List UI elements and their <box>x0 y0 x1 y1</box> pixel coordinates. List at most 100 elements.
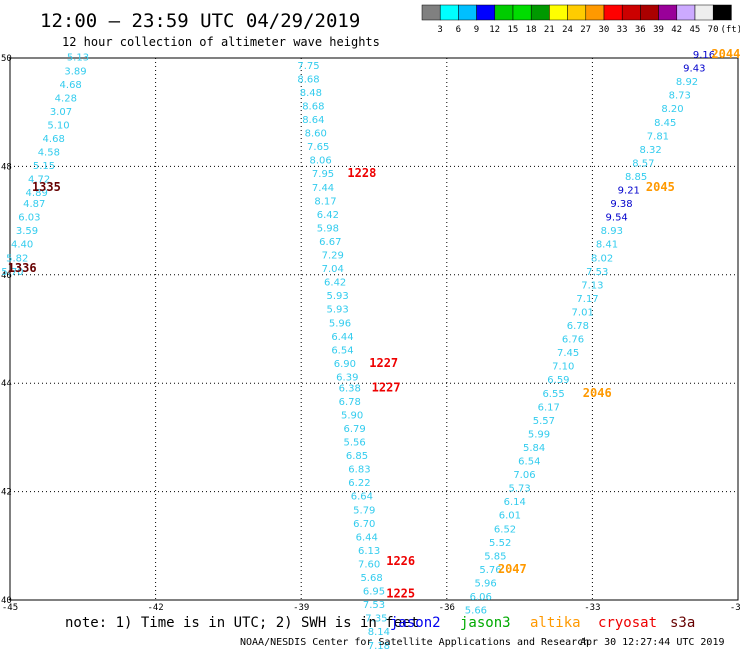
wave-height-value: 6.54 <box>331 345 353 356</box>
wave-height-value: 7.06 <box>513 470 535 481</box>
wave-height-value: 5.85 <box>484 551 506 562</box>
wave-height-value: 8.57 <box>632 158 654 169</box>
scale-label: 30 <box>598 25 609 35</box>
scale-swatch <box>621 4 641 21</box>
wave-height-value: 6.42 <box>324 278 346 289</box>
satellite-legend-item: jason2 <box>390 615 441 631</box>
lat-tick-label: 44 <box>1 379 12 389</box>
wave-height-value: 6.01 <box>499 511 521 522</box>
lon-tick-label: -45 <box>2 603 18 613</box>
wave-height-value: 4.68 <box>43 134 65 145</box>
wave-height-value: 8.02 <box>591 253 613 264</box>
wave-height-value: 9.38 <box>610 199 632 210</box>
wave-height-value: 7.45 <box>557 348 579 359</box>
lat-tick-label: 48 <box>1 162 12 172</box>
satellite-legend-item: jason3 <box>460 615 511 631</box>
lon-tick-label: -30 <box>730 603 740 613</box>
wave-height-value: 6.39 <box>336 372 358 383</box>
map-border <box>9 57 739 601</box>
scale-label: 70 <box>708 25 719 35</box>
wave-height-value: 6.79 <box>343 424 365 435</box>
wave-height-value: 5.15 <box>33 161 55 172</box>
wave-height-value: 6.14 <box>504 497 526 508</box>
wave-height-value: 6.78 <box>339 397 361 408</box>
wave-height-value: 6.42 <box>317 210 339 221</box>
wave-height-value: 5.84 <box>523 443 545 454</box>
scale-swatch <box>694 4 714 21</box>
wave-height-value: 8.14 <box>368 627 390 638</box>
wave-height-value: 4.87 <box>23 199 45 210</box>
wave-height-value: 5.57 <box>533 416 555 427</box>
wave-height-value: 5.93 <box>326 291 348 302</box>
wave-height-value: 7.75 <box>297 61 319 72</box>
page-subtitle: 12 hour collection of altimeter wave hei… <box>62 35 380 49</box>
wave-height-value: 6.85 <box>346 451 368 462</box>
scale-label: 42 <box>671 25 682 35</box>
scale-label: 45 <box>689 25 700 35</box>
pass-label: 1227 <box>372 380 401 394</box>
wave-height-value: 6.52 <box>494 524 516 535</box>
scale-swatch <box>712 4 732 21</box>
footer-credit: NOAA/NESDIS Center for Satellite Applica… <box>240 637 589 648</box>
wave-height-value: 6.78 <box>567 321 589 332</box>
wave-height-value: 5.76 <box>479 565 501 576</box>
wave-height-value: 3.89 <box>64 66 86 77</box>
wave-height-value: 8.41 <box>596 240 618 251</box>
wave-height-value: 8.68 <box>297 74 319 85</box>
scale-label: 3 <box>437 25 442 35</box>
wave-height-value: 5.56 <box>343 438 365 449</box>
wave-height-value: 8.20 <box>661 104 683 115</box>
pass-labels: 1335 1336 1228 1227 1227 1226 1225 2044 2045 2046… <box>8 47 740 600</box>
wave-height-value: 4.89 <box>26 188 48 199</box>
wave-height-value: 6.59 <box>547 375 569 386</box>
wave-height-value: 8.32 <box>640 145 662 156</box>
lat-tick-label: 42 <box>1 488 12 498</box>
wave-height-value: 7.60 <box>358 559 380 570</box>
pass-label: 2046 <box>583 386 612 400</box>
wave-height-value: 4.68 <box>60 80 82 91</box>
scale-label: 15 <box>507 25 518 35</box>
wave-height-value: 4.58 <box>38 148 60 159</box>
scale-label: 33 <box>617 25 628 35</box>
wave-height-value: 4.28 <box>55 93 77 104</box>
wave-height-value: 5.52 <box>489 538 511 549</box>
scale-label: 24 <box>562 25 573 35</box>
lon-tick-label: -36 <box>439 603 455 613</box>
scale-swatch <box>567 4 587 21</box>
wave-height-value: 6.64 <box>351 492 373 503</box>
pass-label: 1228 <box>347 166 376 180</box>
lon-tick-label: -33 <box>584 603 600 613</box>
pass-label: 2044 <box>711 47 740 61</box>
wave-height-value: 7.65 <box>307 142 329 153</box>
color-scale-legend: 3 6 9 12 15 18 21 24 27 30 33 36 39 42 45 70 (ft) <box>421 4 740 35</box>
wave-height-value: 8.93 <box>601 226 623 237</box>
footer-timestamp: Apr 30 12:27:44 UTC 2019 <box>580 637 725 648</box>
wave-height-value: 6.54 <box>518 457 540 468</box>
satellite-legend-item: altika <box>530 615 581 631</box>
wave-height-value: 5.73 <box>508 484 530 495</box>
wave-height-value: 6.44 <box>331 332 353 343</box>
wave-height-value: 6.22 <box>348 478 370 489</box>
satellite-legend-item: s3a <box>670 615 695 631</box>
wave-height-value: 4.40 <box>11 240 33 251</box>
wave-height-value: 5.70 <box>1 267 23 278</box>
wave-height-value: 7.17 <box>576 294 598 305</box>
wave-height-value: 6.44 <box>356 532 378 543</box>
map-grid <box>10 58 738 600</box>
wave-height-value: 9.54 <box>606 213 628 224</box>
wave-height-value: 5.13 <box>67 53 89 64</box>
page-title: 12:00 – 23:59 UTC 04/29/2019 <box>40 10 360 32</box>
wave-height-value: 5.90 <box>341 410 363 421</box>
lat-tick-label: 46 <box>1 271 12 281</box>
wave-height-value: 7.13 <box>581 280 603 291</box>
scale-swatch <box>458 4 477 21</box>
wave-height-value: 7.35 <box>365 614 387 625</box>
pass-label: 1227 <box>369 356 398 370</box>
wave-height-value: 6.67 <box>319 237 341 248</box>
scale-swatch <box>676 4 696 21</box>
scale-label: 27 <box>580 25 591 35</box>
wave-height-value: 6.13 <box>358 546 380 557</box>
wave-height-value: 9.21 <box>618 186 640 197</box>
scale-swatch <box>640 4 659 21</box>
scale-label: 36 <box>635 25 646 35</box>
